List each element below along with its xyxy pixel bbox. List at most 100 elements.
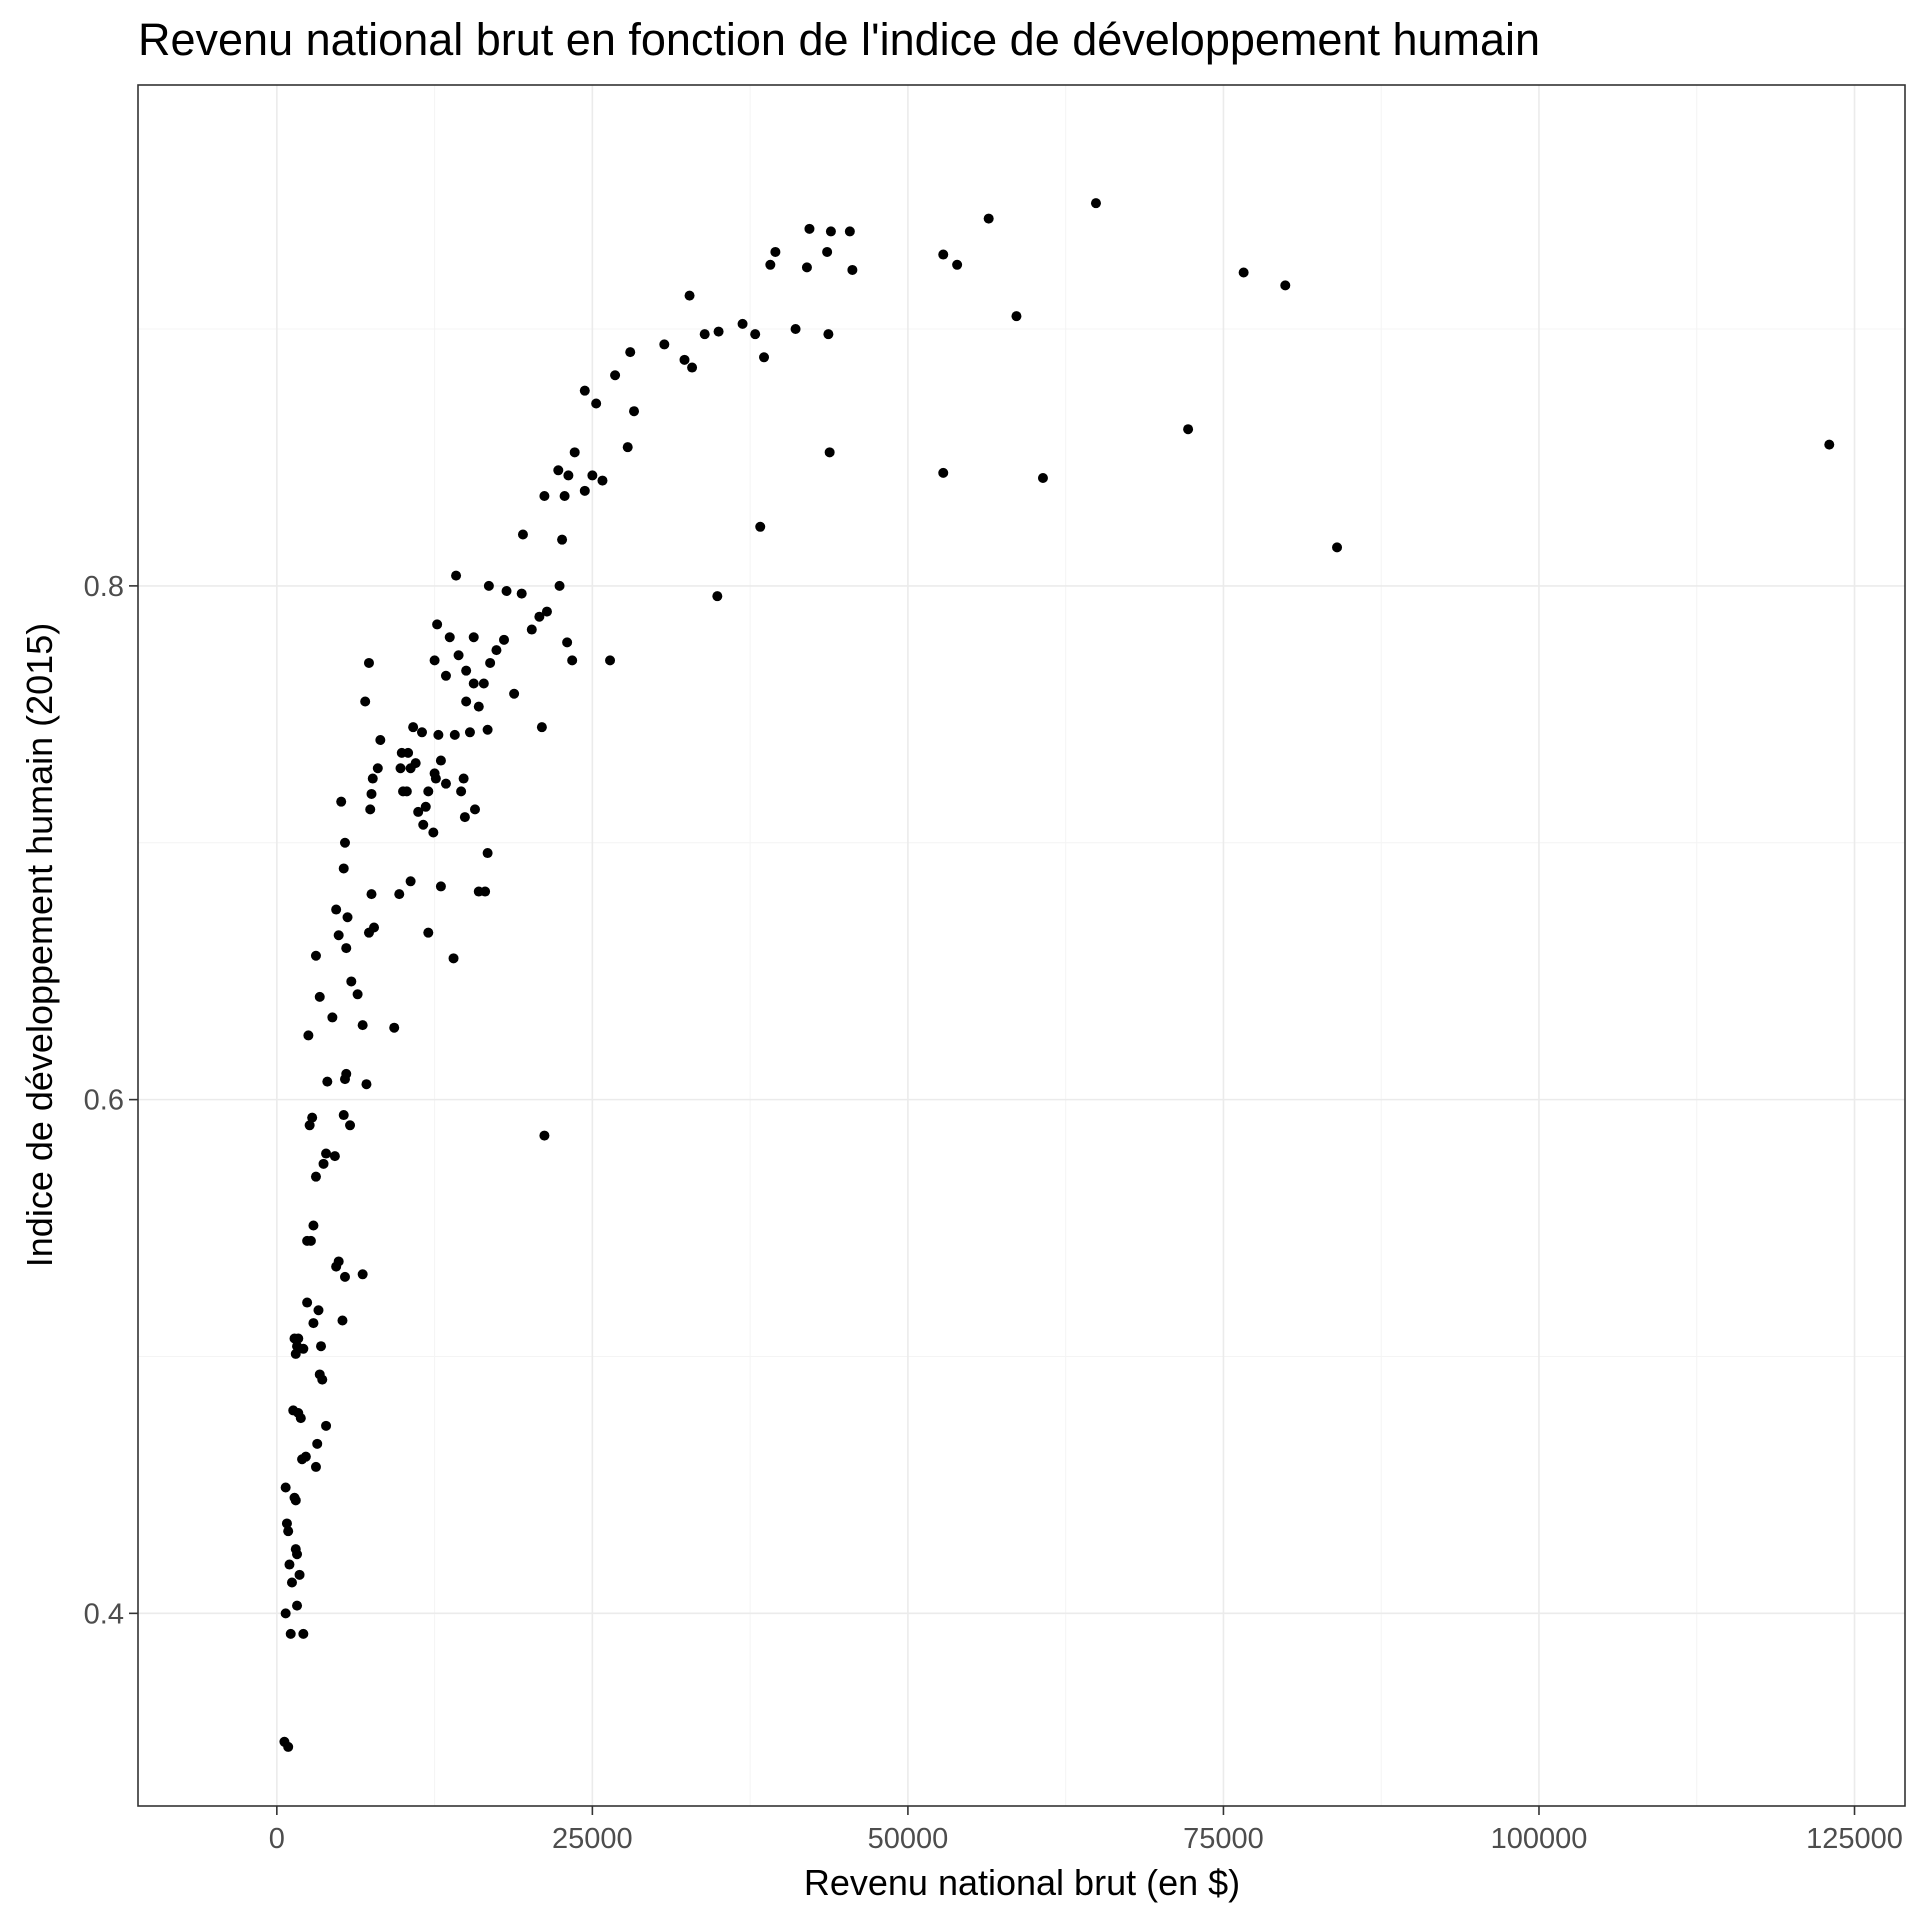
data-point	[579, 385, 590, 396]
data-point	[302, 1297, 313, 1308]
data-point	[310, 1171, 321, 1182]
data-point	[345, 1120, 356, 1131]
data-point	[429, 768, 440, 779]
data-point	[563, 470, 574, 481]
data-point	[337, 1315, 348, 1326]
data-point	[1280, 280, 1291, 291]
data-point	[461, 665, 472, 676]
data-point	[567, 655, 578, 666]
data-point	[1332, 542, 1343, 553]
data-point	[699, 329, 710, 340]
data-point	[825, 226, 836, 237]
data-point	[314, 1369, 325, 1380]
data-point	[790, 324, 801, 335]
data-point	[448, 953, 459, 964]
data-point	[534, 611, 545, 622]
data-point	[321, 1148, 332, 1159]
data-point	[755, 521, 766, 532]
data-point	[298, 1343, 309, 1354]
data-point	[750, 329, 761, 340]
y-tick-label: 0.8	[84, 571, 124, 603]
data-point	[804, 223, 815, 234]
data-point	[298, 1628, 309, 1639]
x-tick-label: 75000	[1183, 1823, 1264, 1855]
data-point	[622, 442, 633, 453]
data-point	[659, 339, 670, 350]
data-point	[554, 580, 565, 591]
data-points	[279, 198, 1835, 1752]
x-tick-label: 50000	[868, 1823, 949, 1855]
x-axis: 0 25000 50000 75000 100000 125000	[269, 1806, 1903, 1855]
data-point	[423, 927, 434, 938]
data-point	[458, 773, 469, 784]
data-point	[308, 1318, 319, 1329]
data-point	[468, 632, 479, 643]
data-point	[338, 863, 349, 874]
data-point	[318, 1158, 329, 1169]
data-point	[294, 1569, 305, 1580]
data-point	[587, 470, 598, 481]
minor-gridlines	[138, 85, 1905, 1806]
data-point	[331, 904, 342, 915]
data-point	[283, 1741, 294, 1752]
data-point	[983, 213, 994, 224]
data-point	[410, 758, 421, 769]
data-point	[361, 1079, 372, 1090]
data-point	[526, 624, 537, 635]
y-tick-label: 0.4	[84, 1598, 124, 1630]
data-point	[352, 989, 363, 1000]
data-point	[541, 606, 552, 617]
data-point	[517, 529, 528, 540]
data-point	[461, 696, 472, 707]
data-point	[338, 1110, 349, 1121]
data-point	[553, 465, 564, 476]
data-point	[290, 1495, 301, 1506]
data-point	[365, 804, 376, 815]
data-point	[290, 1348, 301, 1359]
data-point	[625, 347, 636, 358]
data-point	[679, 354, 690, 365]
y-axis-title: Indice de développement humain (2015)	[19, 623, 60, 1267]
data-point	[303, 1030, 314, 1041]
data-point	[389, 1022, 400, 1033]
data-point	[687, 362, 698, 373]
data-point	[1183, 424, 1194, 435]
data-point	[469, 804, 480, 815]
data-point	[536, 722, 547, 733]
data-point	[304, 1120, 315, 1131]
data-point	[312, 1438, 323, 1449]
data-point	[357, 1020, 368, 1031]
data-point	[341, 1068, 352, 1079]
data-point	[416, 727, 427, 738]
data-point	[369, 922, 380, 933]
data-point	[336, 796, 347, 807]
x-tick-label: 125000	[1806, 1823, 1903, 1855]
data-point	[453, 650, 464, 661]
data-point	[366, 788, 377, 799]
x-tick-label: 100000	[1491, 1823, 1588, 1855]
data-point	[482, 724, 493, 735]
data-point	[562, 637, 573, 648]
data-point	[285, 1628, 296, 1639]
data-point	[597, 475, 608, 486]
data-point	[579, 485, 590, 496]
data-point	[468, 678, 479, 689]
data-point	[333, 930, 344, 941]
data-point	[423, 786, 434, 797]
data-point	[440, 670, 451, 681]
data-point	[451, 570, 462, 581]
data-point	[1238, 267, 1249, 278]
data-point	[557, 534, 568, 545]
data-point	[329, 1151, 340, 1162]
data-point	[307, 1112, 318, 1123]
data-point	[559, 490, 570, 501]
data-point	[509, 688, 520, 699]
data-point	[847, 264, 858, 275]
data-point	[363, 657, 374, 668]
data-point	[464, 727, 475, 738]
data-point	[314, 991, 325, 1002]
data-point	[770, 246, 781, 257]
data-point	[473, 701, 484, 712]
data-point	[327, 1012, 338, 1023]
data-point	[938, 249, 949, 260]
